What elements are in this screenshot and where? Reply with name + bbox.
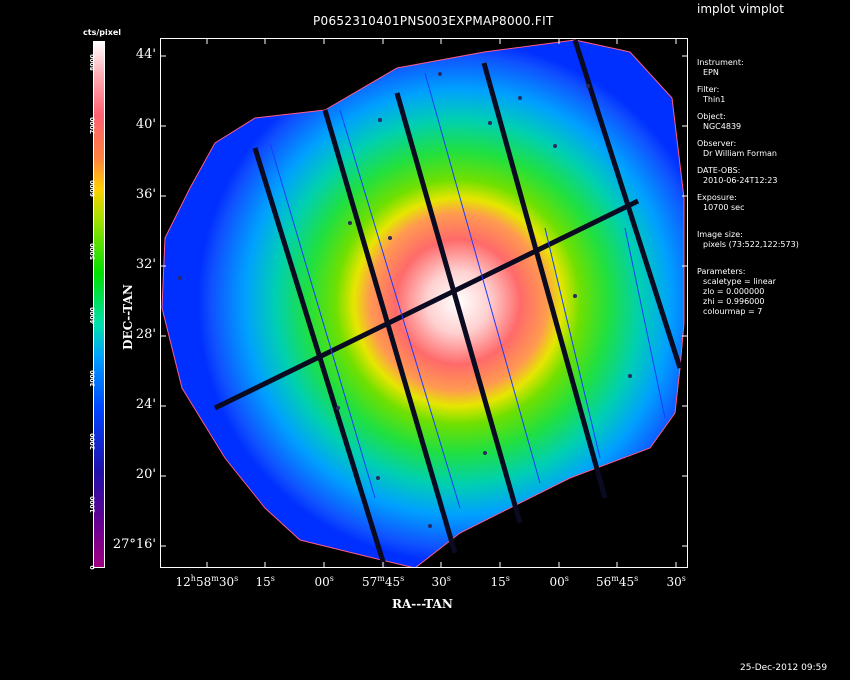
y-tick-label: 27°16'	[112, 537, 156, 552]
y-tick-label: 20'	[135, 467, 156, 482]
x-tick-label: 00s	[549, 574, 569, 589]
colorbar-tick-label: 2000	[89, 432, 97, 450]
x-tick-label: 30s	[431, 574, 451, 589]
y-tick-label: 24'	[135, 397, 156, 412]
x-tick-label: 00s	[314, 574, 334, 589]
filter-value: Thin1	[703, 95, 726, 104]
param-zlo: zlo = 0.000000	[703, 287, 765, 296]
observer-label: Observer:	[697, 139, 737, 148]
date-label: DATE-OBS:	[697, 166, 741, 175]
colorbar	[93, 41, 105, 568]
colorbar-tick-label: 0	[89, 565, 97, 570]
y-tick-label: 36'	[135, 187, 156, 202]
colorbar-tick-label: 7000	[89, 117, 97, 135]
axis-ticks	[160, 38, 688, 568]
colorbar-tick-label: 3000	[89, 369, 97, 387]
column-streaks	[269, 72, 666, 509]
instrument-value: EPN	[703, 68, 719, 77]
object-value: NGC4839	[703, 122, 742, 131]
imagesize-value: pixels (73:522,122:573)	[703, 240, 799, 249]
exposure-label: Exposure:	[697, 193, 737, 202]
x-tick-label: 15s	[255, 574, 275, 589]
colorbar-label: cts/pixel	[83, 28, 122, 37]
param-scaletype: scaletype = linear	[703, 277, 776, 286]
imagesize-label: Image size:	[697, 230, 743, 239]
timestamp: 25-Dec-2012 09:59	[740, 663, 828, 673]
parameters-label: Parameters:	[697, 267, 746, 276]
param-zhi: zhi = 0.996000	[703, 297, 765, 306]
chip-gaps	[213, 39, 683, 568]
masked-pixels	[178, 72, 632, 528]
colorbar-tick-label: 1000	[89, 496, 97, 513]
colorbar-tick-label: 8000	[89, 54, 97, 71]
colorbar-tick-label: 6000	[89, 180, 97, 198]
y-tick-label: 44'	[135, 47, 156, 62]
x-tick-label: 57m45s	[362, 574, 405, 589]
app-title: implot vimplot	[697, 2, 784, 16]
x-tick-label: 30s	[666, 574, 686, 589]
y-tick-label: 32'	[135, 257, 156, 272]
exposure-map-image	[161, 39, 685, 568]
y-tick-label: 28'	[135, 327, 156, 342]
colorbar-tick-label: 4000	[89, 306, 97, 324]
x-tick-label: 12h58m30s	[175, 574, 239, 589]
object-label: Object:	[697, 112, 726, 121]
y-axis-title: DEC--TAN	[120, 284, 135, 350]
param-colourmap: colourmap = 7	[703, 307, 763, 316]
instrument-label: Instrument:	[697, 58, 744, 67]
x-tick-label: 56m45s	[596, 574, 639, 589]
observer-value: Dr William Forman	[703, 149, 777, 158]
info-panel: Instrument: EPN Filter: Thin1 Object: NG…	[697, 58, 847, 317]
exposure-value: 10700 sec	[703, 203, 745, 212]
plot-frame	[160, 38, 688, 568]
filter-label: Filter:	[697, 85, 720, 94]
x-axis-title: RA---TAN	[392, 597, 453, 611]
plot-title: P0652310401PNS003EXPMAP8000.FIT	[313, 14, 554, 28]
y-tick-label: 40'	[135, 117, 156, 132]
colorbar-tick-label: 5000	[89, 243, 97, 261]
x-tick-label: 15s	[490, 574, 510, 589]
date-value: 2010-06-24T12:23	[703, 176, 778, 185]
